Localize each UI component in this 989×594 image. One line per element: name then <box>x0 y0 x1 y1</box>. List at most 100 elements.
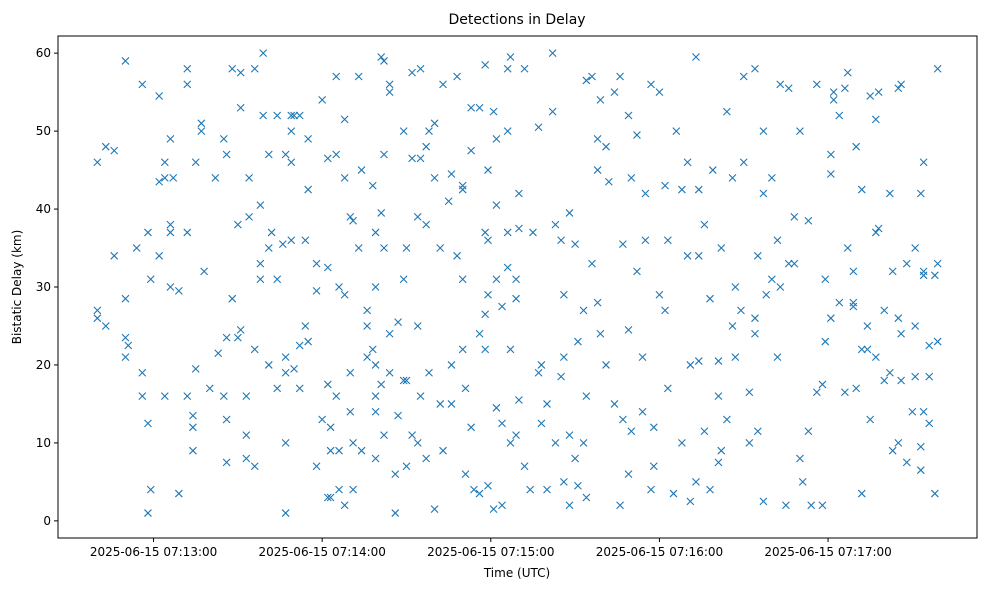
data-point-marker <box>467 103 476 112</box>
data-point-marker <box>683 158 692 167</box>
data-point-marker <box>512 294 520 303</box>
data-point-marker <box>818 501 827 510</box>
data-point-marker <box>183 228 192 237</box>
data-point-marker <box>751 314 759 323</box>
data-point-marker <box>843 68 852 77</box>
data-point-marker <box>413 212 422 221</box>
data-point-marker <box>295 341 304 350</box>
data-point-marker <box>183 80 192 89</box>
data-point-marker <box>559 290 568 299</box>
data-point-marker <box>138 392 147 401</box>
data-point-marker <box>559 477 568 486</box>
data-point-marker <box>565 209 574 217</box>
data-point-marker <box>121 57 130 65</box>
data-point-marker <box>430 505 439 514</box>
data-point-marker <box>512 431 520 439</box>
data-point-marker <box>236 325 245 334</box>
data-point-marker <box>332 392 341 401</box>
data-point-marker <box>422 142 431 151</box>
data-point-marker <box>706 485 714 494</box>
data-point-marker <box>228 294 237 303</box>
data-point-marker <box>219 392 228 401</box>
data-point-marker <box>925 419 934 428</box>
data-point-marker <box>911 322 920 330</box>
data-point-marker <box>475 329 484 338</box>
data-point-marker <box>197 127 206 135</box>
data-point-marker <box>571 454 580 463</box>
data-point-marker <box>638 407 647 416</box>
data-point-marker <box>534 368 543 377</box>
data-point-marker <box>753 251 762 260</box>
data-point-marker <box>852 142 861 151</box>
data-point-marker <box>368 181 377 190</box>
data-point-marker <box>326 423 335 432</box>
data-point-marker <box>798 477 807 486</box>
data-point-marker <box>717 446 726 455</box>
data-point-marker <box>582 76 591 85</box>
data-point-marker <box>737 306 745 315</box>
data-point-marker <box>782 501 790 510</box>
data-point-marker <box>371 407 380 416</box>
data-point-marker <box>377 53 386 61</box>
data-point-marker <box>138 368 147 377</box>
data-point-marker <box>916 442 925 451</box>
data-point-marker <box>812 388 821 397</box>
data-point-marker <box>655 88 664 97</box>
data-point-marker <box>197 119 206 128</box>
data-point-marker <box>250 64 259 73</box>
data-point-marker <box>174 489 183 498</box>
data-point-marker <box>371 283 380 291</box>
data-point-marker <box>453 251 461 260</box>
data-point-marker <box>692 477 700 486</box>
data-point-marker <box>498 302 506 311</box>
data-point-marker <box>857 489 866 498</box>
data-point-marker <box>826 314 835 323</box>
data-point-marker <box>323 493 332 502</box>
data-point-marker <box>551 220 560 229</box>
data-point-marker <box>408 154 416 163</box>
data-point-marker <box>416 392 425 401</box>
data-point-marker <box>323 263 332 272</box>
data-point-marker <box>866 92 875 100</box>
data-point-marker <box>354 72 363 81</box>
data-point-marker <box>661 181 669 190</box>
data-point-marker <box>672 127 681 135</box>
data-point-marker <box>574 337 582 346</box>
data-point-marker <box>866 415 875 424</box>
data-point-marker <box>911 244 920 252</box>
data-point-marker <box>481 228 490 237</box>
data-point-marker <box>610 400 619 408</box>
data-point-marker <box>897 329 906 338</box>
data-point-marker <box>647 80 655 89</box>
data-point-marker <box>919 271 928 280</box>
data-point-marker <box>916 189 925 198</box>
x-tick-label: 2025-06-15 07:16:00 <box>596 545 723 559</box>
data-point-marker <box>402 376 411 385</box>
data-point-marker <box>548 49 557 58</box>
data-point-marker <box>596 96 605 104</box>
data-point-marker <box>124 341 133 350</box>
data-point-marker <box>874 224 883 233</box>
data-point-marker <box>543 485 551 494</box>
data-point-marker <box>588 72 596 81</box>
data-point-marker <box>669 489 678 498</box>
data-point-marker <box>205 384 214 393</box>
data-point-marker <box>326 493 335 502</box>
data-point-marker <box>627 173 636 182</box>
data-point-marker <box>871 115 880 124</box>
data-point-marker <box>189 423 197 432</box>
data-point-marker <box>222 333 231 342</box>
data-point-marker <box>624 325 633 334</box>
data-point-marker <box>919 158 928 167</box>
data-point-marker <box>267 228 276 237</box>
data-point-marker <box>557 236 565 245</box>
data-point-marker <box>773 236 782 245</box>
data-point-marker <box>138 80 147 89</box>
data-point-marker <box>323 154 332 163</box>
data-point-marker <box>708 166 717 174</box>
data-point-marker <box>349 485 357 494</box>
data-point-marker <box>745 388 754 397</box>
data-point-marker <box>916 466 925 475</box>
y-tick-label: 60 <box>36 46 51 60</box>
